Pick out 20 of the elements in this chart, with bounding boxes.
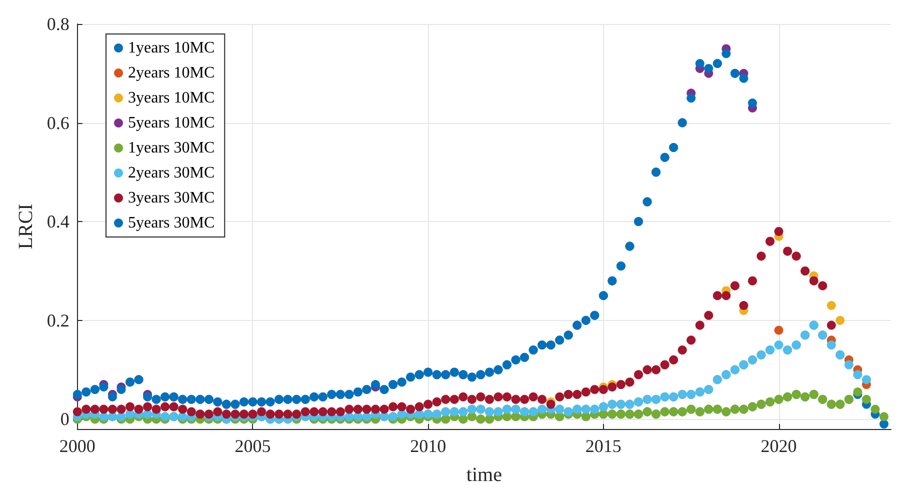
legend-label: 3years 30MC: [128, 190, 215, 206]
legend-label: 2years 30MC: [128, 164, 215, 182]
x-tick-label: 2000: [59, 436, 96, 456]
y-tick-label: 0.8: [46, 14, 70, 34]
y-axis-title: LRCI: [15, 204, 37, 250]
x-tick-label: 2020: [760, 436, 797, 456]
x-tick-label: 2010: [410, 436, 446, 456]
legend-label: 2years 10MC: [128, 64, 215, 82]
y-tick-label: 0.4: [46, 212, 70, 232]
legend-label: 5years 10MC: [128, 114, 215, 132]
y-tick-label: 0.2: [46, 310, 70, 330]
legend-label: 1years 10MC: [128, 40, 215, 56]
legend-label: 1years 30MC: [128, 140, 215, 156]
legend-label: 5years 30MC: [128, 214, 215, 232]
y-tick-label: 0: [60, 409, 70, 430]
x-tick-label: 2005: [234, 436, 271, 456]
y-tick-label: 0.6: [46, 112, 70, 133]
x-tick-label: 2015: [585, 436, 622, 456]
legend-label: 3years 10MC: [128, 90, 215, 106]
x-axis-title: time: [466, 464, 502, 486]
